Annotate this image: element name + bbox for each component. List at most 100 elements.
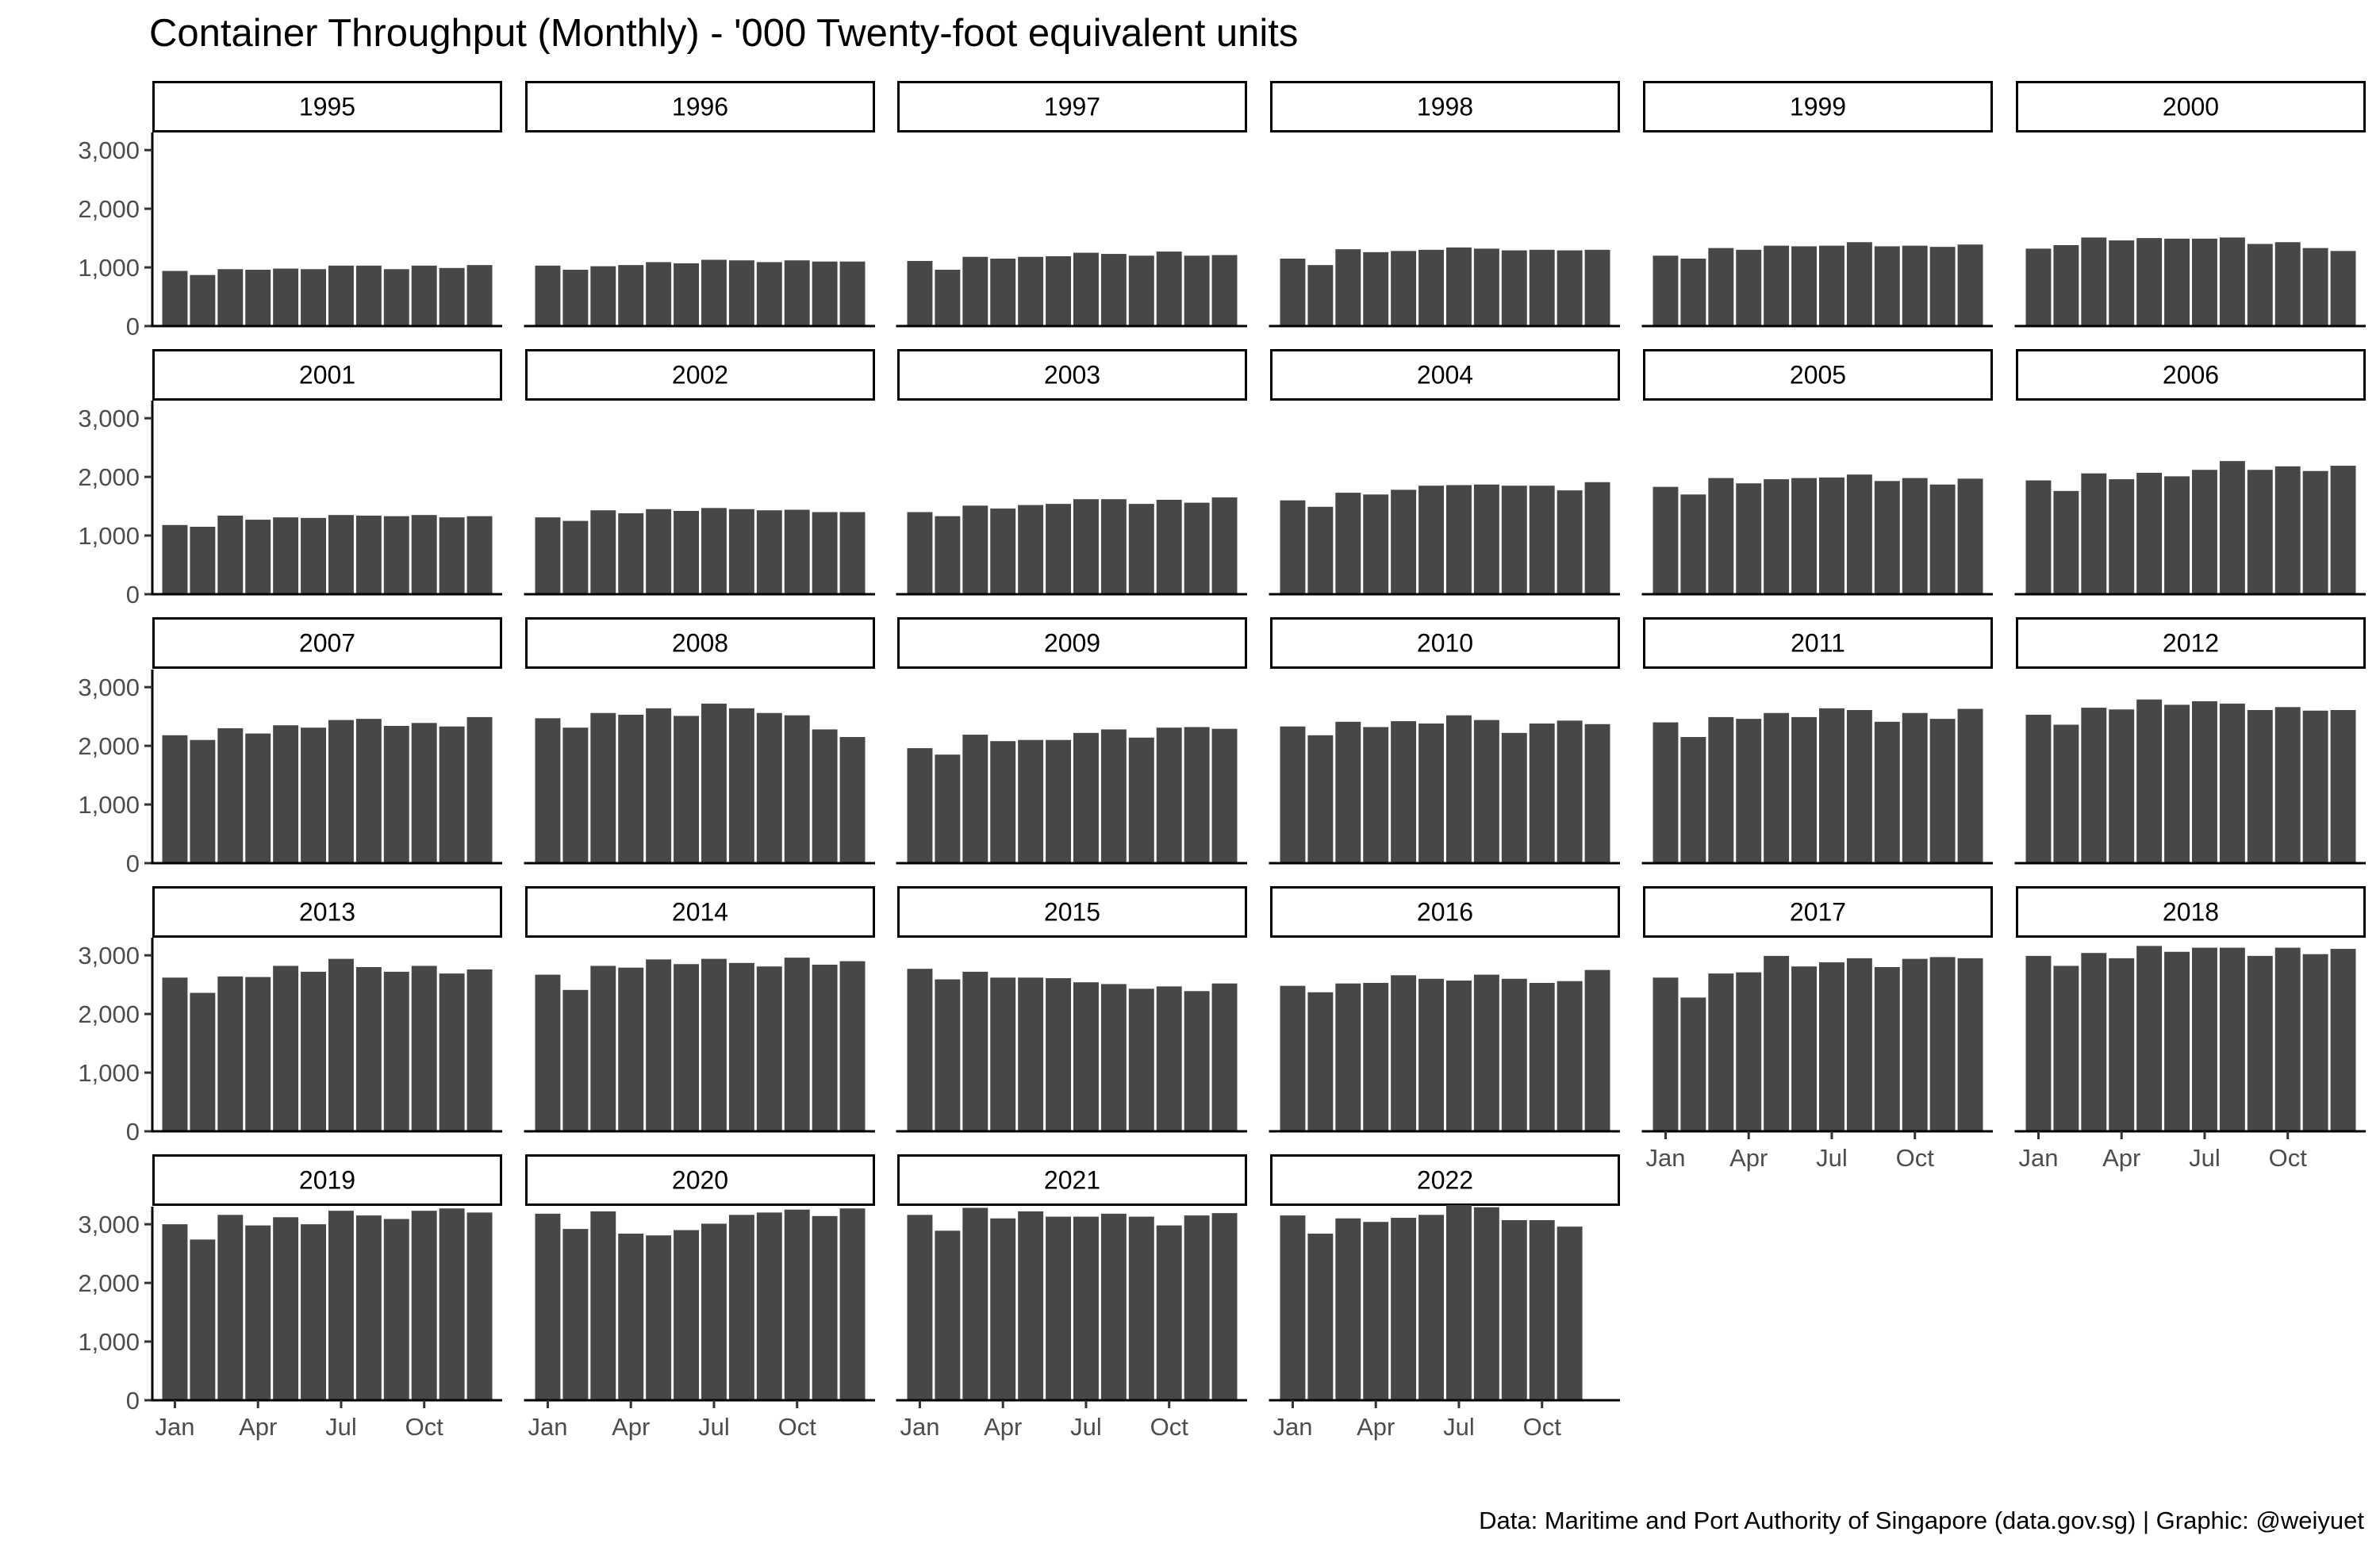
bar-2018-Oct[interactable] (2274, 947, 2301, 1131)
bar-1998-Jan[interactable] (1280, 258, 1306, 326)
bar-2002-Aug[interactable] (728, 509, 754, 594)
bar-2015-Jun[interactable] (1046, 978, 1071, 1131)
bar-2001-May[interactable] (273, 517, 299, 594)
bar-2020-Oct[interactable] (784, 1209, 810, 1400)
bar-2008-Nov[interactable] (812, 729, 838, 863)
bar-2022-Jun[interactable] (1418, 1215, 1444, 1400)
bar-2005-Dec[interactable] (1957, 478, 1983, 594)
bar-2002-Sep[interactable] (756, 510, 782, 594)
bar-2018-Feb[interactable] (2053, 965, 2079, 1131)
bar-2001-Dec[interactable] (466, 516, 493, 594)
bar-2007-May[interactable] (273, 725, 299, 863)
bar-2003-Aug[interactable] (1100, 499, 1127, 594)
bar-2001-Jun[interactable] (301, 517, 326, 594)
bar-2004-Feb[interactable] (1307, 506, 1334, 594)
bar-2013-Sep[interactable] (383, 971, 409, 1131)
bar-2022-Sep[interactable] (1501, 1220, 1527, 1400)
bar-1998-Dec[interactable] (1584, 249, 1610, 326)
bar-2013-Apr[interactable] (245, 977, 271, 1131)
bar-2022-Nov[interactable] (1557, 1226, 1583, 1400)
bar-2000-Oct[interactable] (2274, 242, 2301, 326)
bar-2008-Jul[interactable] (701, 703, 727, 863)
bar-2015-Dec[interactable] (1211, 983, 1238, 1131)
bar-2018-Apr[interactable] (2109, 958, 2135, 1131)
bar-1998-May[interactable] (1391, 251, 1417, 326)
bar-1995-Dec[interactable] (466, 265, 493, 326)
bar-2001-Jul[interactable] (328, 515, 354, 594)
bar-2006-Aug[interactable] (2219, 461, 2245, 594)
bar-2012-Jun[interactable] (2164, 704, 2190, 863)
bar-2011-Sep[interactable] (1874, 721, 1900, 863)
bar-1996-Nov[interactable] (812, 261, 838, 326)
bar-2011-Dec[interactable] (1957, 708, 1983, 863)
bar-2020-Jan[interactable] (535, 1213, 561, 1400)
bar-1997-Oct[interactable] (1156, 251, 1182, 326)
bar-2007-Apr[interactable] (245, 733, 271, 863)
bar-2001-Apr[interactable] (245, 520, 271, 594)
bar-2000-Feb[interactable] (2053, 244, 2079, 326)
bar-2018-Dec[interactable] (2330, 949, 2356, 1131)
bar-2020-Jul[interactable] (701, 1223, 727, 1400)
bar-2002-Nov[interactable] (812, 512, 838, 594)
bar-2009-Sep[interactable] (1128, 737, 1154, 863)
bar-2017-Jun[interactable] (1791, 966, 1817, 1131)
bar-1999-Mar[interactable] (1708, 248, 1734, 326)
bar-2000-Dec[interactable] (2330, 251, 2356, 326)
bar-2021-Sep[interactable] (1128, 1216, 1154, 1400)
bar-2005-May[interactable] (1764, 479, 1790, 594)
bar-2017-May[interactable] (1764, 955, 1790, 1131)
bar-2002-Dec[interactable] (839, 512, 866, 594)
bar-2016-Nov[interactable] (1557, 981, 1583, 1131)
bar-2015-Apr[interactable] (990, 977, 1016, 1131)
bar-1999-Dec[interactable] (1957, 244, 1983, 326)
bar-2015-Jul[interactable] (1073, 982, 1099, 1131)
bar-2021-Feb[interactable] (935, 1230, 961, 1400)
bar-1999-Jul[interactable] (1819, 245, 1844, 326)
bar-1999-Oct[interactable] (1902, 245, 1928, 326)
bar-1997-Jul[interactable] (1073, 252, 1099, 326)
bar-1997-Nov[interactable] (1184, 255, 1210, 326)
bar-2019-Nov[interactable] (439, 1208, 465, 1400)
bar-1999-Aug[interactable] (1846, 242, 1872, 326)
bar-1995-Mar[interactable] (217, 269, 244, 326)
bar-2012-Sep[interactable] (2247, 710, 2273, 863)
bar-2020-May[interactable] (646, 1235, 672, 1400)
bar-2016-Apr[interactable] (1363, 982, 1389, 1131)
bar-2012-May[interactable] (2136, 699, 2163, 863)
bar-2002-Feb[interactable] (562, 520, 589, 594)
bar-2001-Oct[interactable] (411, 515, 437, 594)
bar-2007-Sep[interactable] (383, 725, 409, 863)
bar-2007-Nov[interactable] (439, 726, 465, 863)
bar-2005-Jun[interactable] (1791, 478, 1817, 594)
bar-2012-Dec[interactable] (2330, 710, 2356, 863)
bar-2017-Dec[interactable] (1957, 958, 1983, 1131)
bar-2003-Sep[interactable] (1128, 504, 1154, 594)
bar-2017-Jan[interactable] (1653, 977, 1679, 1131)
bar-2002-Jun[interactable] (674, 511, 699, 594)
bar-2003-Feb[interactable] (935, 516, 961, 594)
bar-2020-Apr[interactable] (618, 1234, 644, 1400)
bar-2010-Mar[interactable] (1335, 721, 1361, 863)
bar-2014-May[interactable] (646, 959, 672, 1131)
bar-2006-Jul[interactable] (2192, 470, 2217, 594)
bar-2010-Apr[interactable] (1363, 727, 1389, 863)
bar-2019-Mar[interactable] (217, 1215, 244, 1400)
bar-2009-Jul[interactable] (1073, 732, 1099, 863)
bar-2013-Jun[interactable] (301, 971, 326, 1131)
bar-2012-Aug[interactable] (2219, 703, 2245, 863)
bar-1997-Sep[interactable] (1128, 255, 1154, 326)
bar-2022-May[interactable] (1391, 1218, 1417, 1400)
bar-2006-Feb[interactable] (2053, 490, 2079, 594)
bar-1999-May[interactable] (1764, 245, 1790, 326)
bar-2020-Aug[interactable] (728, 1215, 754, 1400)
bar-2010-Dec[interactable] (1584, 724, 1610, 863)
bar-2016-Feb[interactable] (1307, 992, 1334, 1131)
bar-2016-Dec[interactable] (1584, 969, 1610, 1131)
bar-2006-Oct[interactable] (2274, 466, 2301, 594)
bar-1996-Jul[interactable] (701, 259, 727, 326)
bar-2008-Feb[interactable] (562, 727, 589, 863)
bar-2017-Jul[interactable] (1819, 962, 1844, 1131)
bar-1998-Mar[interactable] (1335, 249, 1361, 326)
bar-2012-Jul[interactable] (2192, 701, 2217, 863)
bar-1995-Jul[interactable] (328, 265, 354, 326)
